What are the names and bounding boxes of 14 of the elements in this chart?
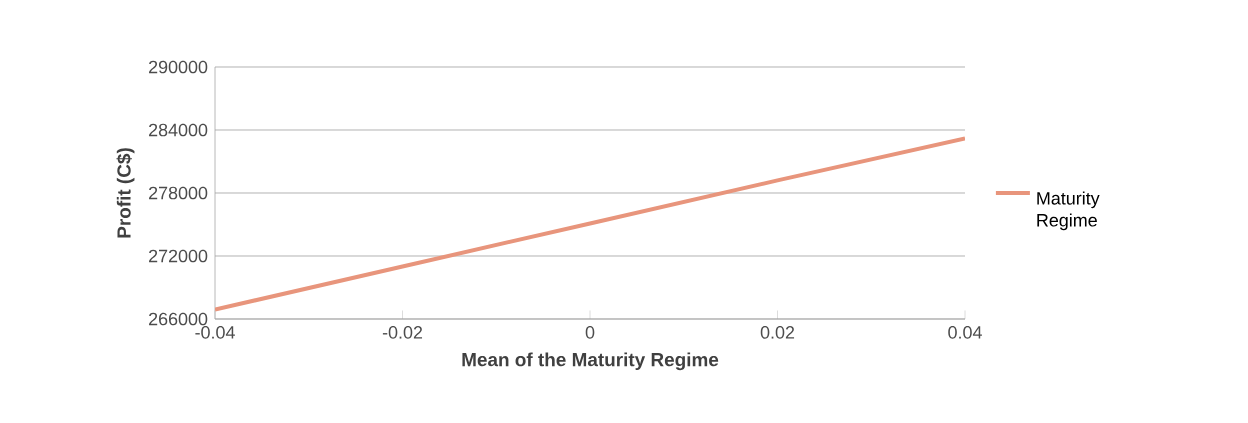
y-tick-label: 290000 — [149, 60, 208, 74]
y-tick-label: 278000 — [149, 186, 208, 200]
legend-label: Maturity Regime — [1037, 191, 1100, 231]
x-tick-label: 0.02 — [760, 326, 795, 339]
y-tick-label: 284000 — [149, 123, 208, 137]
line-series — [215, 136, 966, 312]
x-tick-label: 0.04 — [948, 326, 982, 339]
x-tick-label: -0.04 — [195, 326, 235, 339]
x-tick-label: -0.02 — [382, 326, 423, 339]
y-tick-label: 266000 — [149, 312, 208, 326]
y-tick-label: 272000 — [149, 249, 208, 263]
x-tick-label: 0 — [585, 326, 595, 339]
y-axis-title: Profit (C$) — [116, 148, 135, 238]
x-axis-title: Mean of the Maturity Regime — [462, 352, 719, 371]
